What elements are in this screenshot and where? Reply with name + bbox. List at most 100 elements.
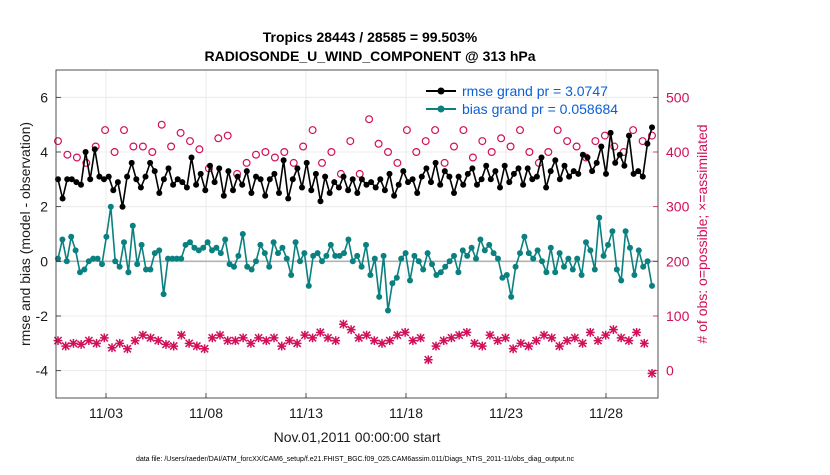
series-bias-point	[314, 250, 321, 257]
series-bias-point	[464, 252, 471, 259]
series-bias-point	[552, 269, 559, 276]
series-rmse-point	[386, 170, 393, 177]
series-bias-point	[398, 255, 405, 262]
obs-assimilated-point	[524, 341, 533, 351]
chart-subtitle: RADIOSONDE_U_WIND_COMPONENT @ 313 hPa	[204, 48, 535, 64]
series-rmse-point	[317, 198, 324, 205]
series-bias-point	[301, 250, 308, 257]
series-rmse	[55, 124, 655, 210]
series-bias-point	[565, 255, 572, 262]
series-bias-point	[627, 244, 633, 251]
series-bias-point	[182, 241, 189, 248]
obs-assimilated-point	[570, 333, 580, 343]
obs-possible-point	[553, 126, 562, 135]
series-rmse-point	[253, 173, 259, 180]
series-rmse-point	[349, 176, 356, 183]
obs-possible-point	[610, 142, 619, 151]
obs-assimilated-point	[477, 341, 487, 351]
series-rmse-point	[635, 168, 642, 175]
obs-possible-point	[252, 150, 261, 159]
series-rmse-point	[202, 187, 209, 194]
series-bias-point	[389, 280, 396, 287]
series-bias-point	[490, 250, 497, 257]
series-rmse-point	[418, 173, 425, 180]
series-bias-point	[574, 255, 581, 262]
obs-possible-point	[138, 142, 147, 151]
obs-possible-point	[318, 158, 327, 167]
series-rmse-point	[501, 162, 508, 169]
series-rmse-point	[483, 162, 490, 169]
obs-assimilated-point	[238, 333, 248, 343]
series-bias-point	[222, 236, 229, 243]
series-rmse-point	[464, 170, 471, 177]
obs-assimilated-point	[200, 344, 209, 354]
series-rmse-point	[174, 176, 181, 183]
series-rmse-line	[57, 127, 653, 208]
obs-possible-point	[261, 148, 270, 157]
obs-possible-point	[72, 153, 81, 162]
obs-possible-point	[214, 134, 223, 143]
series-rmse-point	[73, 179, 80, 186]
series-bias-point	[649, 282, 655, 289]
series-bias-point	[385, 307, 391, 314]
series-bias-point	[367, 272, 374, 278]
obs-assimilated-point	[254, 333, 263, 343]
obs-assimilated-point	[400, 328, 410, 337]
series-rmse-point	[345, 187, 352, 194]
series-bias-point	[600, 252, 607, 259]
y-tick-label: 4	[40, 144, 48, 160]
obs-assimilated-point	[115, 338, 125, 348]
series-rmse-point	[340, 173, 347, 180]
obs-assimilated-point	[462, 328, 472, 337]
series-bias-point	[539, 258, 545, 265]
series-bias-point	[319, 258, 325, 265]
series-rmse-point	[395, 181, 402, 188]
series-bias-point	[569, 266, 576, 273]
series-bias-point	[327, 241, 334, 248]
series-bias-point	[90, 255, 97, 262]
obs-possible-point	[506, 142, 515, 151]
obs-possible-point	[110, 148, 119, 157]
series-rmse-point	[579, 151, 586, 158]
series-rmse-point	[441, 168, 448, 175]
series-rmse-point	[391, 192, 398, 199]
series-rmse-point	[133, 176, 140, 183]
series-bias-point	[605, 241, 611, 248]
series-rmse-point	[230, 187, 236, 194]
series-rmse-point	[156, 190, 163, 196]
series-rmse-point	[437, 181, 444, 188]
series-bias-point	[596, 214, 603, 221]
obs-possible-point	[572, 142, 581, 151]
obs-possible-point	[374, 139, 383, 148]
series-bias-point	[473, 255, 479, 262]
obs-possible-point	[308, 126, 317, 135]
x-tick-label: 11/23	[489, 405, 523, 421]
obs-assimilated-point	[601, 330, 611, 340]
series-bias-point	[561, 263, 567, 270]
series-rmse-point	[566, 173, 573, 180]
obs-possible-point	[638, 137, 647, 146]
series-rmse-point	[308, 187, 315, 194]
obs-assimilated-point	[76, 340, 86, 349]
obs-assimilated-point	[416, 333, 425, 343]
series-bias-point	[213, 244, 220, 251]
ticks: -4 -2 0 2 4 6 0 100 200 300 400 500 11/03 11/08 11/13 1…	[36, 89, 690, 421]
obs-possible-point	[299, 142, 308, 151]
obs-assimilated-point	[493, 336, 503, 345]
series-bias-point	[618, 277, 625, 284]
series-rmse-point	[589, 168, 596, 175]
obs-possible-point	[148, 148, 157, 157]
series-bias-point	[534, 247, 541, 254]
series-bias-point	[99, 261, 105, 268]
series-bias-point	[288, 272, 295, 278]
obs-possible-point	[327, 148, 336, 157]
series-rmse-point	[414, 190, 421, 196]
obs-possible-point	[525, 148, 534, 157]
obs-assimilated-point	[393, 330, 402, 340]
x-axis-label: Nov.01,2011 00:00:00 start	[274, 429, 441, 445]
obs-assimilated-point	[285, 336, 294, 345]
obs-possible-point	[270, 153, 279, 162]
series-bias-point	[380, 252, 387, 259]
series-bias-point	[459, 247, 466, 254]
series-bias-point	[622, 228, 629, 235]
